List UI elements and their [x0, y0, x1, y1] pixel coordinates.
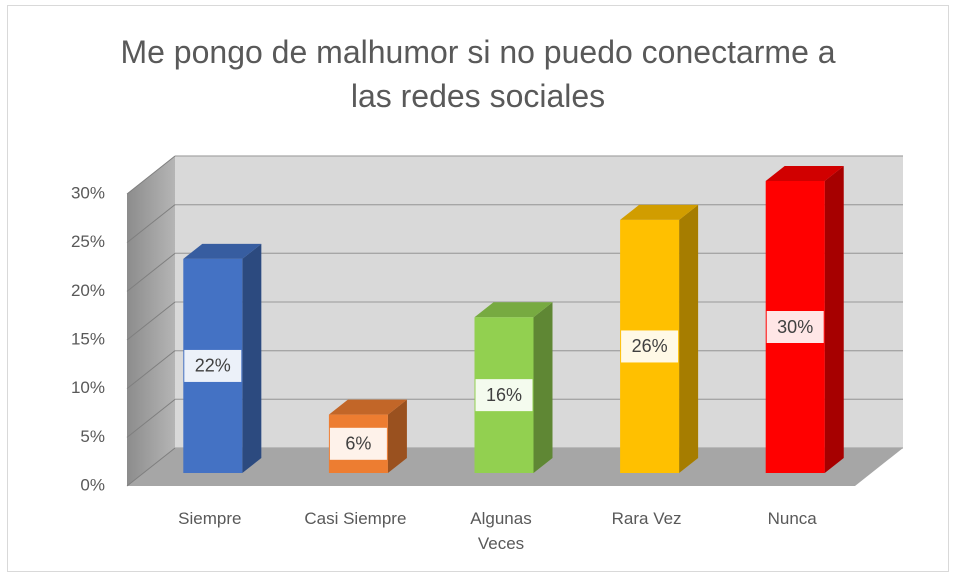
chart-title: Me pongo de malhumor si no puedo conecta…: [120, 34, 836, 114]
side-grid-line: [126, 155, 176, 195]
bar-side: [242, 243, 262, 473]
bar-top-shade: [620, 204, 699, 220]
side-grid-line: [126, 301, 176, 341]
bar-side-shade: [242, 243, 262, 473]
data-label-box: [184, 349, 242, 382]
side-grid-line: [126, 252, 176, 292]
side-grid-line: [126, 447, 176, 487]
data-label-box: [621, 330, 679, 363]
data-label-box: [475, 379, 533, 412]
data-label: 22%: [195, 356, 231, 376]
data-label-box: [329, 427, 387, 460]
x-tick-label: Casi Siempre: [304, 509, 407, 528]
x-tick-label: Nunca: [767, 509, 817, 528]
side-grid-line: [126, 204, 176, 244]
data-label: 30%: [777, 317, 813, 337]
x-tick-label: Siempre: [178, 509, 242, 528]
bar-top: [620, 204, 699, 220]
bar-top-shade: [328, 399, 407, 415]
bar-top-shade: [183, 243, 262, 259]
bar-side: [824, 166, 844, 473]
bar-side-shade: [679, 204, 699, 473]
x-tick-label: Algunas Veces: [470, 509, 532, 553]
y-tick-label: 0%: [80, 475, 105, 494]
data-label: 26%: [632, 336, 668, 356]
bar-side: [679, 204, 699, 473]
bar-side-shade: [824, 166, 844, 473]
y-tick-label: 20%: [71, 281, 105, 300]
data-label: 16%: [486, 385, 522, 405]
y-tick-label: 10%: [71, 378, 105, 397]
bar-side-shade: [533, 302, 553, 473]
x-tick-label: Rara Vez: [611, 509, 682, 528]
bar-top-shade: [474, 302, 553, 318]
data-label-box: [766, 311, 824, 343]
y-tick-label: 15%: [71, 329, 105, 348]
bar-top-shade: [765, 166, 844, 181]
side-grid-line: [126, 398, 176, 438]
bar-top: [328, 399, 407, 415]
bar-top: [474, 302, 553, 318]
y-tick-label: 25%: [71, 232, 105, 251]
y-tick-label: 5%: [80, 427, 105, 446]
bar-side: [387, 399, 407, 473]
bar-side: [533, 302, 553, 473]
bar-top: [765, 166, 844, 181]
bar-top: [183, 243, 262, 259]
side-grid-line: [126, 350, 176, 390]
bar-side-shade: [387, 399, 407, 473]
y-tick-label: 30%: [71, 183, 105, 202]
data-label: 6%: [345, 434, 371, 454]
